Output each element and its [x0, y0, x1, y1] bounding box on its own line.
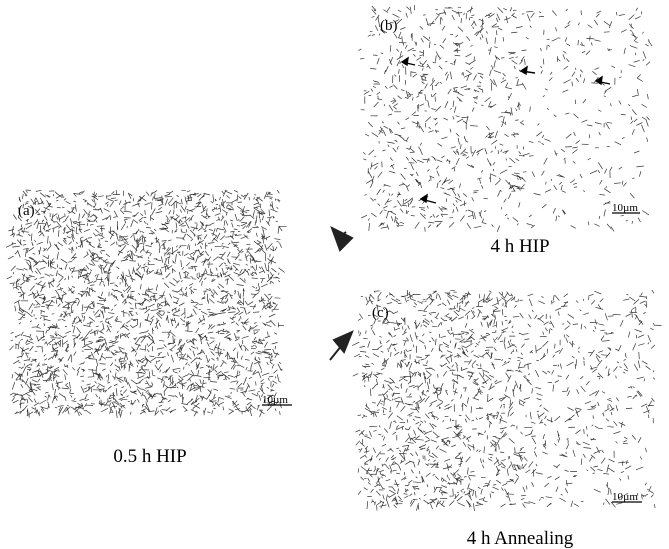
scale-bar-label: 10µm — [612, 202, 638, 214]
caption: 4 h HIP — [490, 236, 549, 257]
scale-bar-label: 10µm — [612, 491, 638, 503]
micrograph-texture — [5, 189, 287, 418]
panel-label: (c) — [372, 305, 389, 321]
pointer-arrows — [400, 56, 611, 204]
micrograph-texture — [358, 4, 653, 233]
micrograph-texture — [352, 289, 662, 512]
panel-label: (a) — [18, 203, 35, 219]
transition-arrows — [329, 225, 354, 361]
caption: 0.5 h HIP — [113, 446, 186, 467]
panel-label: (b) — [380, 18, 398, 34]
caption: 4 h Annealing — [467, 528, 574, 549]
scale-bar-label: 10µm — [262, 394, 288, 406]
micrographs — [5, 4, 662, 512]
